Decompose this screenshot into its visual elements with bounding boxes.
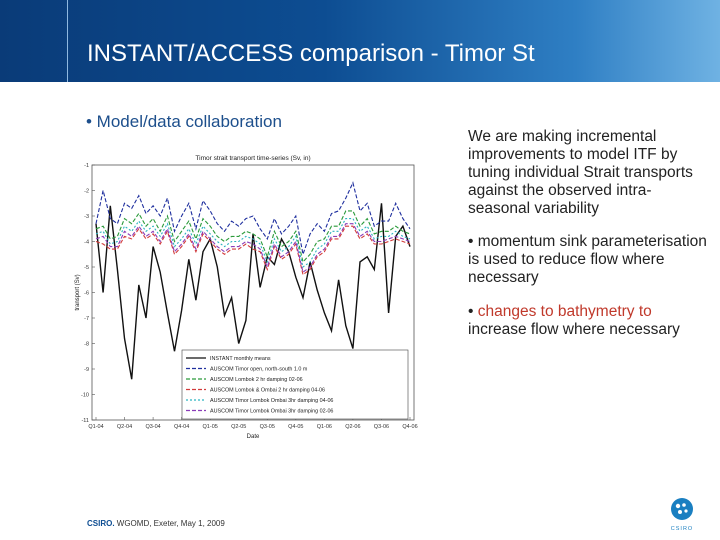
x-tick-label: Q2-04: [117, 424, 132, 430]
bathymetry-accent-text: changes to bathymetry to: [477, 303, 652, 320]
transport-chart: Timor strait transport time-series (Sv, …: [75, 155, 418, 440]
x-tick-label: Q4-06: [402, 424, 417, 430]
chart-title: Timor strait transport time-series (Sv, …: [195, 155, 310, 162]
paragraph-momentum-sink: • momentum sink parameterisation is used…: [468, 233, 707, 286]
y-tick-label: -4: [84, 240, 89, 246]
x-axis-label: Date: [247, 434, 260, 440]
legend-label: AUSCOM Timor Lombok Ombai 3hr damping 02…: [210, 409, 333, 415]
series-line-5: [95, 223, 411, 274]
csiro-logo-icon: CSIRO: [671, 498, 693, 532]
series-line-2: [95, 210, 411, 264]
paragraph-bathymetry: • changes to bathymetry to increase flow …: [468, 303, 713, 339]
y-tick-label: -6: [84, 291, 89, 297]
footer-text: WGOMD, Exeter, May 1, 2009: [114, 519, 225, 528]
y-tick-label: -9: [84, 367, 89, 373]
x-tick-label: Q2-06: [345, 424, 360, 430]
bathymetry-bullet: •: [468, 303, 478, 320]
paragraph-tuning: We are making incremental improvements t…: [468, 128, 693, 217]
slide-title: INSTANT/ACCESS comparison - Timor St: [87, 40, 535, 67]
text-column: We are making incremental improvements t…: [468, 128, 713, 339]
logo-text: CSIRO: [671, 526, 693, 532]
y-tick-label: -3: [84, 214, 89, 220]
x-tick-label: Q3-05: [260, 424, 275, 430]
legend-box: [181, 349, 409, 420]
series-line-3: [95, 225, 411, 276]
y-tick-label: -5: [84, 265, 89, 271]
legend-label: INSTANT monthly means: [210, 356, 271, 362]
x-tick-label: Q1-06: [317, 424, 332, 430]
title-bar: INSTANT/ACCESS comparison - Timor St: [0, 0, 720, 82]
y-axis-label: transport (Sv): [75, 274, 81, 310]
y-tick-label: -8: [84, 342, 89, 348]
bullet-model-data: • Model/data collaboration: [86, 112, 282, 131]
title-divider: [67, 0, 68, 82]
x-tick-label: Q1-04: [88, 424, 103, 430]
y-tick-label: -10: [81, 393, 89, 399]
series-line-4: [95, 218, 411, 268]
x-tick-label: Q4-04: [174, 424, 189, 430]
legend-label: AUSCOM Timor open, north-south 1.0 m: [210, 367, 308, 373]
series-line-1: [95, 181, 411, 257]
x-tick-label: Q1-05: [203, 424, 218, 430]
x-tick-label: Q3-04: [145, 424, 160, 430]
legend-label: AUSCOM Timor Lombok Ombai 3hr damping 04…: [210, 398, 333, 404]
legend-label: AUSCOM Lombok & Ombai 2 hr damping 04-06: [210, 388, 325, 394]
footer: CSIRO. WGOMD, Exeter, May 1, 2009: [87, 519, 225, 528]
y-tick-label: -1: [84, 163, 89, 169]
footer-brand: CSIRO.: [87, 519, 115, 528]
legend-label: AUSCOM Lombok 2 hr damping 02-06: [210, 377, 303, 383]
y-tick-label: -11: [81, 418, 89, 424]
x-tick-label: Q3-06: [374, 424, 389, 430]
bathymetry-rest-text: increase flow where necessary: [468, 321, 680, 338]
y-tick-label: -2: [84, 189, 89, 195]
x-tick-label: Q4-05: [288, 424, 303, 430]
x-tick-label: Q2-05: [231, 424, 246, 430]
y-tick-label: -7: [84, 316, 89, 322]
